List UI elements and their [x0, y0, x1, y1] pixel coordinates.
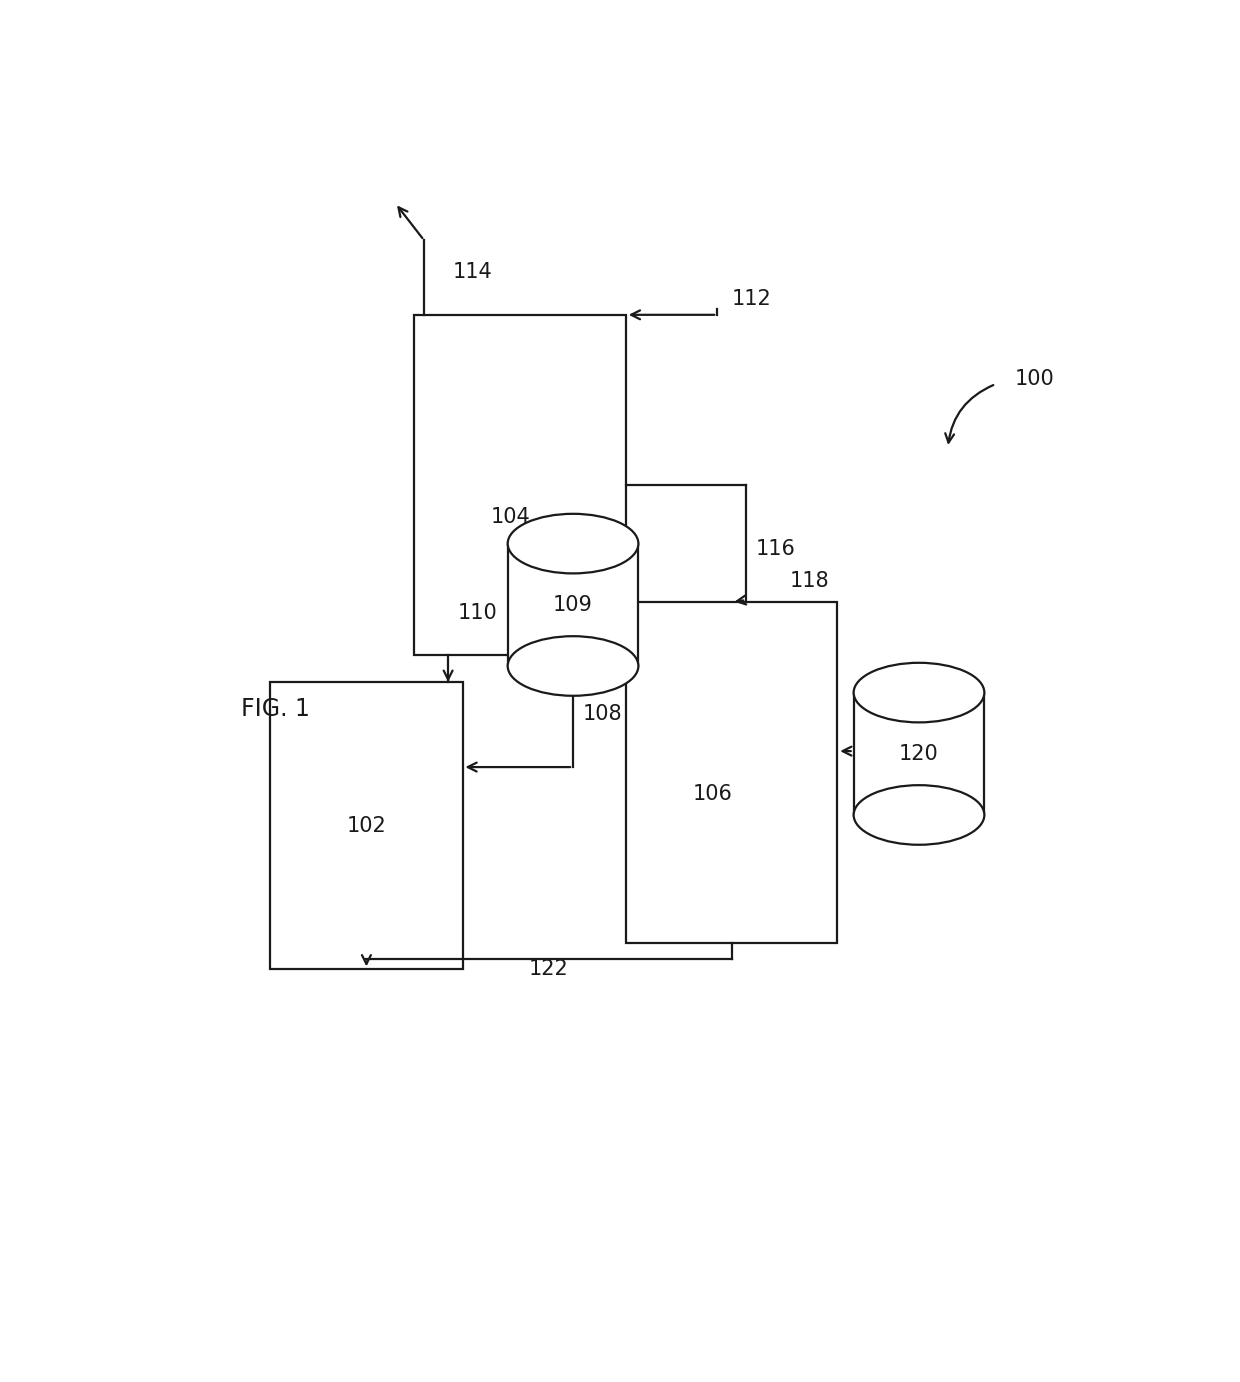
Bar [270, 681, 463, 969]
Text: FIG. 1: FIG. 1 [242, 697, 310, 720]
Bar [626, 603, 837, 943]
Text: 104: 104 [491, 507, 531, 527]
Bar [853, 692, 985, 815]
Bar [414, 315, 626, 655]
Text: 120: 120 [899, 744, 939, 764]
Text: 118: 118 [789, 571, 828, 591]
Text: 108: 108 [583, 703, 622, 724]
Bar [507, 543, 639, 666]
Text: 100: 100 [1016, 369, 1055, 388]
Ellipse shape [507, 514, 639, 574]
Text: 114: 114 [453, 263, 492, 282]
Text: 116: 116 [755, 539, 796, 558]
Text: 109: 109 [553, 594, 593, 615]
Text: 106: 106 [692, 784, 733, 804]
Text: 122: 122 [529, 959, 569, 980]
Ellipse shape [853, 663, 985, 723]
Ellipse shape [507, 636, 639, 695]
Text: 110: 110 [458, 603, 497, 623]
Text: 102: 102 [346, 815, 387, 836]
Ellipse shape [853, 785, 985, 844]
Text: 112: 112 [732, 289, 771, 308]
